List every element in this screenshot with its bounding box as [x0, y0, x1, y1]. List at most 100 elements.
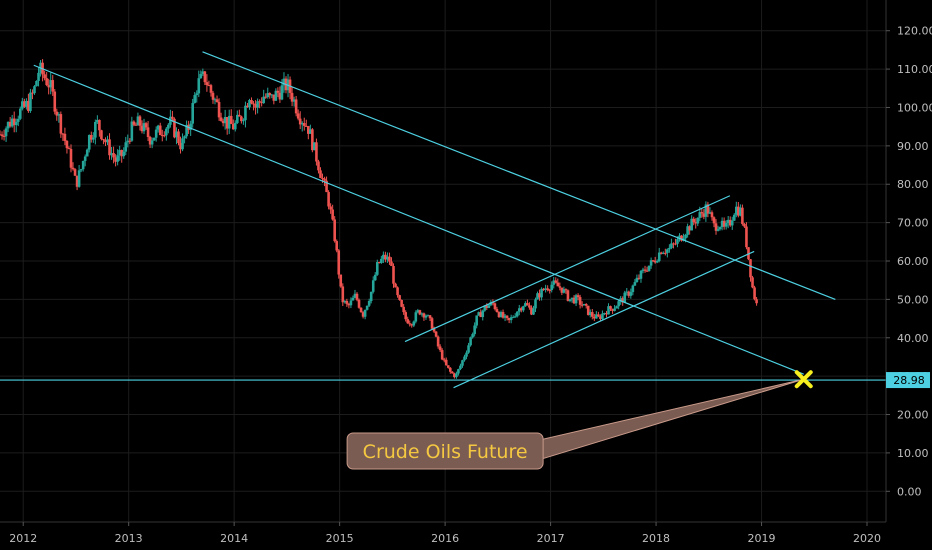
candle-up	[6, 121, 10, 129]
candle-down	[688, 226, 691, 231]
callout-text: Crude Oils Future	[363, 441, 528, 463]
candle-down	[672, 243, 675, 245]
candle-down	[564, 289, 568, 291]
candle-up	[195, 93, 199, 96]
x-tick-label: 2012	[9, 532, 37, 545]
candle-down	[609, 306, 612, 309]
candle-up	[29, 92, 32, 112]
candle-down	[495, 309, 499, 313]
candle-down	[747, 247, 750, 260]
price-tag-box	[886, 372, 930, 389]
y-tick-label: 50.00	[897, 293, 929, 306]
candle-up	[189, 123, 192, 130]
candle-up	[386, 256, 389, 260]
candle-down	[221, 120, 225, 124]
candle-up	[292, 99, 296, 102]
candle-up	[469, 337, 472, 346]
candle-up	[167, 124, 170, 129]
candle-up	[513, 316, 517, 318]
candle-down	[388, 256, 391, 262]
candle-down	[148, 137, 152, 145]
candle-down	[59, 114, 63, 134]
candle-up	[183, 136, 186, 139]
candle-up	[87, 135, 91, 150]
candle-down	[321, 177, 324, 179]
y-axis-ticks: 120.00 110.00 100.00 90.00 80.00 70.00 60.00 50…	[886, 25, 932, 498]
candle-up	[282, 78, 286, 86]
candle-up	[603, 313, 606, 315]
trendline	[202, 51, 836, 300]
candle-down	[260, 102, 263, 104]
candle-down	[745, 226, 748, 248]
candle-down	[134, 124, 138, 126]
candle-down	[519, 308, 523, 311]
candle-down	[586, 305, 590, 315]
candle-down	[229, 115, 233, 124]
candle-up	[365, 305, 369, 310]
candle-down	[702, 213, 706, 217]
candle-up	[233, 122, 237, 130]
candle-down	[501, 312, 505, 318]
candle-down	[217, 101, 221, 118]
candle-down	[276, 90, 280, 93]
candle-up	[552, 280, 556, 285]
candle-up	[156, 125, 160, 130]
candle-up	[457, 369, 460, 374]
candle-down	[209, 85, 213, 93]
candle-up	[524, 303, 527, 307]
candle-up	[236, 114, 239, 123]
candle-up	[414, 312, 418, 322]
candle-up	[657, 252, 661, 262]
candle-up	[10, 118, 14, 127]
candle-down	[67, 148, 71, 150]
candle-down	[741, 207, 744, 224]
candle-up	[193, 95, 197, 103]
candle-up	[666, 249, 669, 253]
candle-down	[120, 150, 124, 157]
candle-up	[473, 325, 476, 335]
candle-down	[296, 113, 300, 119]
candle-down	[751, 277, 754, 288]
candle-down	[205, 82, 209, 86]
trendline	[404, 195, 731, 343]
candle-up	[266, 93, 270, 98]
x-tick-label: 2013	[115, 532, 143, 545]
candle-up	[718, 227, 722, 230]
annotation-callout: Crude Oils Future	[346, 378, 804, 470]
candle-down	[418, 310, 422, 315]
candle-up	[641, 269, 645, 271]
candle-down	[264, 96, 268, 98]
candle-down	[710, 212, 714, 218]
candle-up	[280, 85, 284, 100]
candle-down	[69, 149, 73, 168]
candle-down	[333, 219, 336, 242]
candle-down	[408, 323, 412, 325]
grid	[0, 0, 886, 522]
candle-down	[215, 99, 219, 102]
candle-down	[566, 290, 570, 301]
candle-down	[252, 103, 255, 105]
candle-up	[18, 108, 22, 119]
candle-down	[560, 287, 564, 293]
candle-down	[8, 121, 12, 127]
candle-down	[355, 293, 359, 300]
candle-up	[256, 101, 259, 108]
candle-up	[25, 100, 28, 107]
candle-down	[31, 92, 34, 94]
candle-down	[278, 92, 282, 100]
candle-down	[714, 223, 718, 231]
candle-down	[61, 133, 65, 135]
candle-down	[530, 307, 533, 315]
candle-down	[104, 139, 107, 143]
candle-down	[434, 331, 438, 337]
candle-down	[402, 306, 405, 313]
candle-down	[2, 136, 6, 138]
candle-down	[410, 324, 414, 326]
candle-up	[35, 80, 38, 87]
x-tick-label: 2015	[326, 532, 354, 545]
candle-down	[173, 118, 176, 138]
candle-down	[325, 180, 328, 193]
candle-down	[100, 130, 103, 140]
candle-down	[63, 133, 67, 141]
